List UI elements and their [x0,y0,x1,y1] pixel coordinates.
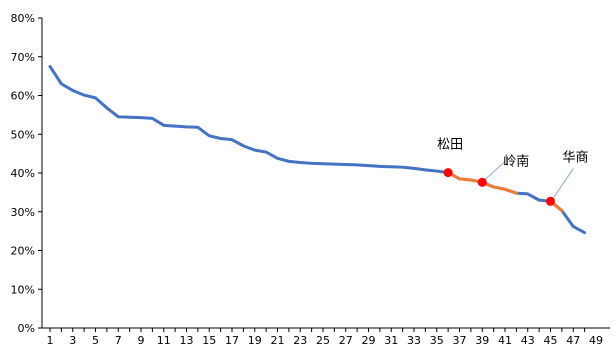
x-tick-label: 47 [566,334,580,347]
y-tick-label: 60% [11,90,35,103]
x-tick-label: 13 [180,334,194,347]
annotation-marker [546,196,555,206]
x-tick-label: 15 [202,334,216,347]
x-tick-label: 17 [225,334,239,347]
y-tick-label: 40% [11,167,35,180]
x-tick-label: 25 [316,334,330,347]
x-tick-label: 27 [339,334,353,347]
highlight-segment [446,171,484,184]
series-line [48,64,587,235]
x-tick-label: 41 [498,334,512,347]
series-lines [48,64,587,235]
x-tick-label: 43 [521,334,535,347]
annotation-leader-line [483,161,505,181]
x-tick-label: 9 [138,334,145,347]
annotation-leader-line [552,168,574,200]
y-tick-label: 0% [18,322,35,335]
annotation-label: 松田 [437,138,463,153]
x-tick-label: 23 [293,334,307,347]
x-tick-label: 11 [157,334,171,347]
annotation-marker [443,168,453,178]
y-tick-label: 50% [11,128,35,141]
highlight-segment [480,180,518,195]
x-tick-label: 21 [271,334,285,347]
x-tick-label: 29 [362,334,376,347]
x-tick-label: 35 [430,334,444,347]
annotation-label: 岭南 [503,153,529,169]
highlight-segments [446,171,564,213]
x-tick-label: 3 [69,334,76,347]
y-tick-label: 20% [11,245,35,258]
y-axis: 0% 10% 20% 30% 40% 50% 60% 70% 80% [11,12,43,335]
x-tick-label: 49 [589,334,603,347]
x-tick-label: 19 [248,334,262,347]
x-axis: 1 3 5 7 9 11 13 15 17 19 21 23 25 27 29 31 33 35 37 39 41 43 4… [42,327,610,347]
x-tick-label: 31 [384,334,398,347]
x-tick-label: 45 [544,334,558,347]
y-tick-label: 70% [11,51,35,64]
x-tick-label: 1 [47,334,54,347]
y-tick-label: 80% [11,12,35,25]
annotation-label: 华商 [562,150,588,165]
x-tick-label: 7 [115,334,122,347]
x-tick-label: 39 [475,334,489,347]
x-tick-label: 37 [453,334,467,347]
y-tick-label: 30% [11,206,35,219]
annotation-marker [477,177,487,187]
y-tick-label: 10% [11,283,35,296]
x-tick-label: 33 [407,334,421,347]
x-tick-label: 5 [92,334,99,347]
